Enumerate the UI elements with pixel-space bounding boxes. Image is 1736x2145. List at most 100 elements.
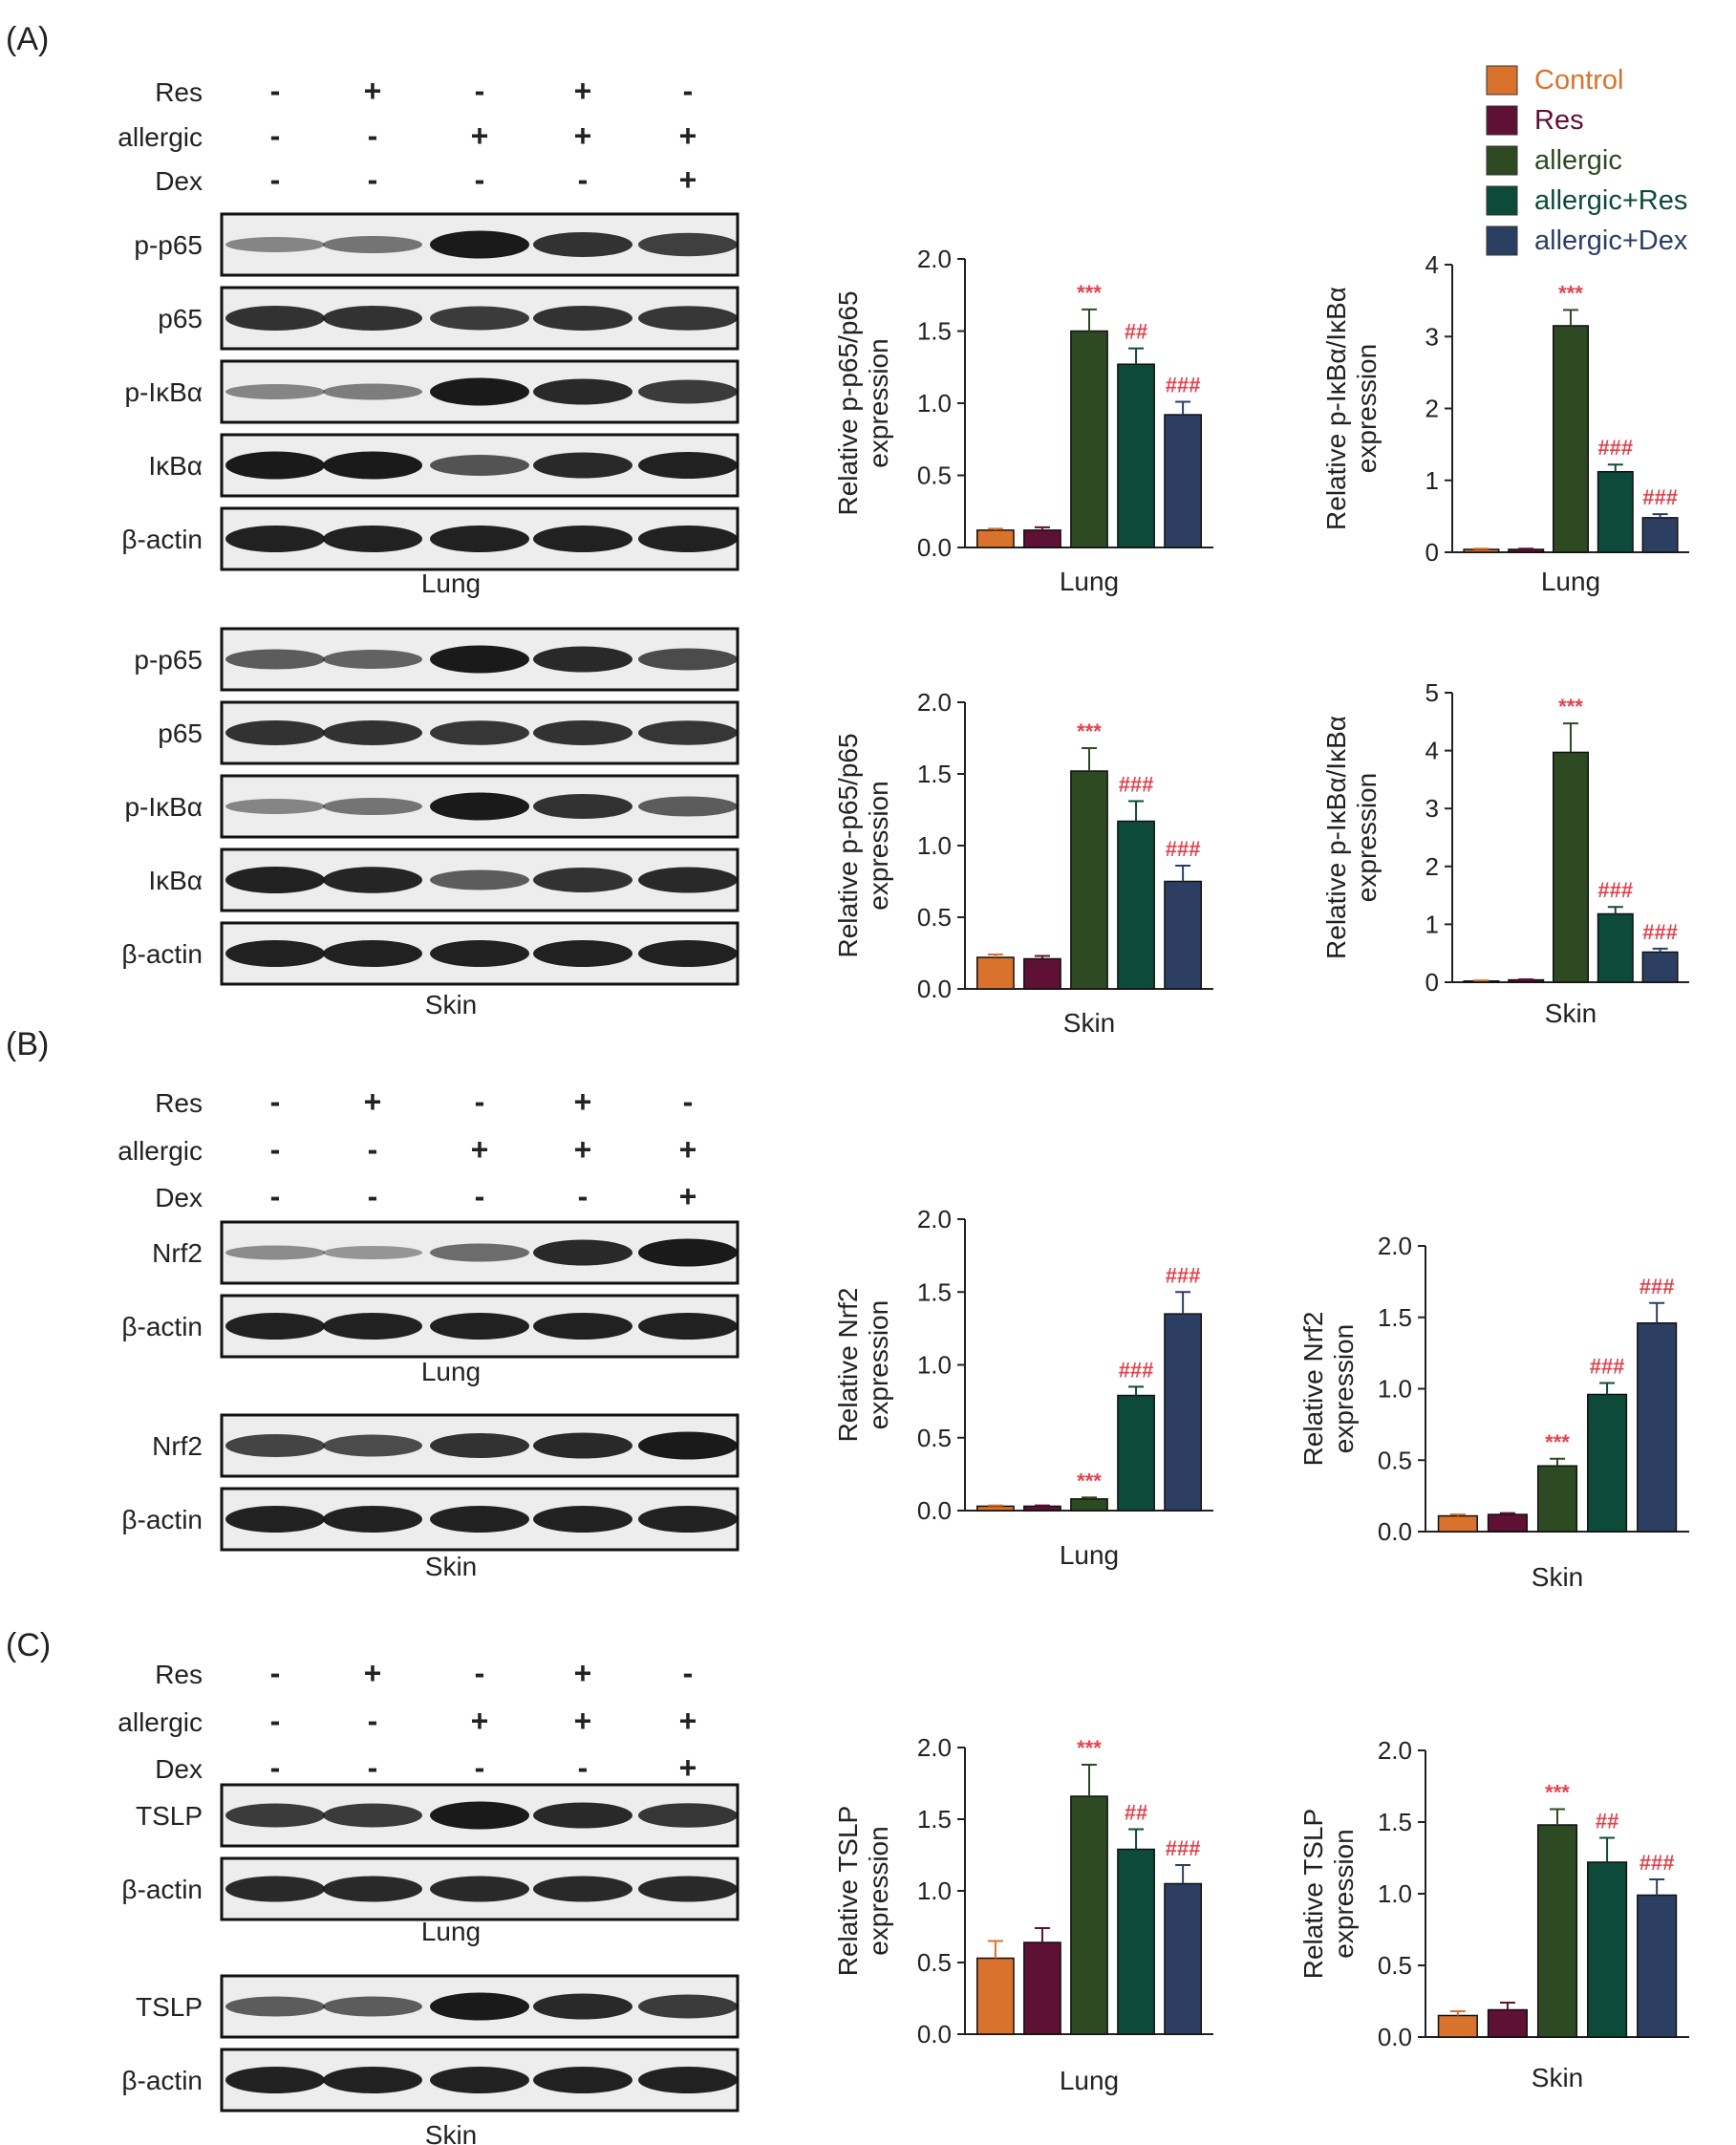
treatment-sign: - <box>270 74 281 108</box>
treatment-sign: - <box>270 162 281 197</box>
treatment-label-allergic: allergic <box>118 122 203 152</box>
blot-band <box>323 451 422 480</box>
blot-strip-p-i-b: p-IκBα <box>124 359 739 424</box>
blot-band-label: Nrf2 <box>152 1238 203 1268</box>
blot-band <box>225 384 325 399</box>
blot-strip-actin: β-actin <box>121 1487 739 1552</box>
blot-band <box>638 720 738 745</box>
blot-band-label: IκBα <box>148 451 203 481</box>
blot-band <box>430 1506 529 1533</box>
y-tick-label: 1.5 <box>917 1277 952 1306</box>
bar-allergic-res <box>1587 1393 1628 1533</box>
y-tick-label: 1.5 <box>1378 1303 1412 1332</box>
blot-strip-nrf2: Nrf2 <box>152 1220 739 1285</box>
blot-strip-p-p65: p-p65 <box>134 212 739 277</box>
treatment-sign: + <box>364 1656 382 1690</box>
bar-allergic <box>1536 1465 1578 1533</box>
legend-swatch-allergic-res <box>1486 185 1518 216</box>
blot-tissue-label: Skin <box>425 2120 477 2145</box>
blot-band <box>638 1313 738 1340</box>
y-tick-label: 4 <box>1425 737 1439 765</box>
treatment-sign: + <box>364 74 382 108</box>
bar-allergic-res <box>1117 363 1155 548</box>
y-tick-label: 2.0 <box>917 1733 952 1762</box>
y-axis-label: Relative p-p65/p65expression <box>833 733 893 957</box>
significance-label: *** <box>1545 1430 1570 1454</box>
treatment-sign: + <box>471 1704 489 1738</box>
blot-band <box>430 1992 529 2021</box>
blot-band <box>225 306 325 331</box>
y-tick-label: 3 <box>1425 794 1439 823</box>
y-axis-label-line: expression <box>1352 344 1382 473</box>
treatment-sign: - <box>475 1179 485 1213</box>
y-tick-label: 1.5 <box>917 760 952 788</box>
y-axis-label-line: Relative Nrf2 <box>833 1288 863 1443</box>
blot-band <box>225 451 325 480</box>
blot-band-label: β-actin <box>121 939 203 969</box>
y-axis-label-line: Relative Nrf2 <box>1298 1312 1328 1467</box>
bar-res <box>1487 2008 1528 2038</box>
blot-band <box>638 306 738 331</box>
y-axis-label: Relative p-IκBα/IκBαexpression <box>1321 287 1382 530</box>
treatment-label-dex: Dex <box>155 166 203 196</box>
blot-band <box>323 940 422 967</box>
treatment-sign: + <box>364 1084 382 1119</box>
y-tick-label: 0 <box>1425 968 1439 997</box>
blot-strip-actin: β-actin <box>121 2048 739 2113</box>
blot-band <box>533 1506 632 1533</box>
x-axis-label: Lung <box>1060 567 1119 596</box>
bar-control <box>1437 2014 1478 2038</box>
y-axis-label-line: expression <box>864 1826 893 1955</box>
significance-label: ### <box>1166 1836 1201 1860</box>
blot-band-label: Nrf2 <box>152 1431 203 1461</box>
bar-allergic-dex <box>1637 1321 1678 1533</box>
blot-band <box>533 2067 632 2093</box>
y-axis-label: Relative TSLPexpression <box>1298 1809 1359 1979</box>
bar-allergic-res <box>1597 912 1634 983</box>
treatment-sign: - <box>475 1084 485 1119</box>
bar-control <box>1463 548 1500 553</box>
bar-allergic <box>1070 1795 1108 2035</box>
y-tick-label: 1.0 <box>1378 1879 1412 1908</box>
blot-band <box>533 720 632 745</box>
bar-control <box>976 1505 1015 1512</box>
treatment-sign: - <box>368 1179 378 1213</box>
blot-tissue-label: Skin <box>425 1552 477 1581</box>
treatment-sign: + <box>679 1750 697 1785</box>
y-tick-label: 0.5 <box>917 903 952 932</box>
treatment-sign: - <box>270 1132 281 1167</box>
blot-band <box>430 377 529 406</box>
legend-swatch-allergic <box>1486 145 1518 176</box>
blot-skin: Nrf2 β-actin Skin <box>121 1413 739 1581</box>
y-tick-label: 0.0 <box>917 1496 952 1525</box>
y-tick-label: 1.0 <box>1378 1375 1412 1404</box>
blot-band <box>225 940 325 967</box>
treatment-sign: - <box>578 1179 589 1213</box>
blot-band-label: β-actin <box>121 525 203 554</box>
blot-band <box>323 383 422 400</box>
blot-strip-actin: β-actin <box>121 921 739 986</box>
y-axis-label: Relative p-IκBα/IκBαexpression <box>1321 716 1382 959</box>
blot-band <box>430 455 529 476</box>
blot-band <box>430 1876 529 1902</box>
y-tick-label: 0.5 <box>1378 1446 1412 1474</box>
blot-tissue-label: Lung <box>421 1917 481 1946</box>
treatment-sign: + <box>679 118 697 153</box>
treatment-sign: - <box>270 1704 281 1738</box>
blot-band <box>533 940 632 967</box>
bar-allergic <box>1536 1824 1578 2038</box>
y-axis-label-line: expression <box>1329 1829 1359 1958</box>
blot-band <box>430 645 529 674</box>
significance-label: *** <box>1077 281 1102 305</box>
y-tick-label: 0.0 <box>1378 1517 1412 1546</box>
treatment-tables: Res - + - + - allergic - - + + + Dex - - - - + Res - + - + - all… <box>118 74 697 1785</box>
blot-band <box>638 1803 738 1828</box>
significance-label: *** <box>1558 281 1583 305</box>
treatment-sign: - <box>368 118 378 153</box>
bar-allergic-dex <box>1164 1882 1202 2035</box>
treatment-sign: - <box>368 1704 378 1738</box>
blot-skin: TSLP β-actin Skin <box>121 1974 739 2145</box>
treatment-sign: + <box>574 1132 592 1167</box>
